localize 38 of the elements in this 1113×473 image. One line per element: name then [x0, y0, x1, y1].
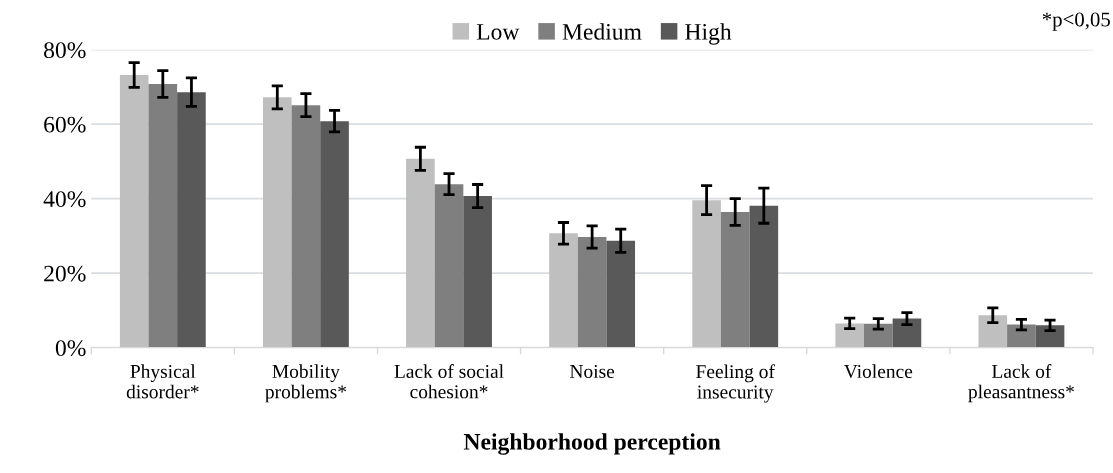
- y-tick-label: 80%: [44, 42, 86, 59]
- bar: [749, 205, 779, 348]
- bar: [406, 158, 435, 348]
- bar: [549, 233, 578, 348]
- bar: [434, 184, 464, 348]
- bar: [720, 212, 750, 348]
- legend-label: Medium: [562, 23, 642, 40]
- x-tick-label: Noise: [569, 364, 615, 379]
- bar: [177, 92, 206, 348]
- y-tick-label: 40%: [43, 191, 86, 208]
- bar: [291, 105, 321, 348]
- x-tick-label: Lack of social cohesion*: [394, 364, 504, 399]
- bar: [119, 74, 149, 348]
- x-tick-label: Mobility problems*: [265, 364, 347, 403]
- bar: [1007, 324, 1036, 348]
- text: *p<0,05: [1042, 12, 1110, 31]
- bar: [463, 196, 492, 348]
- bar: [892, 318, 922, 348]
- legend-label: High: [685, 23, 732, 45]
- y-tick-label: 60%: [44, 116, 86, 133]
- x-tick-label: Feeling of insecurity: [696, 364, 775, 403]
- x-tick-label: Lack of pleasantness*: [968, 364, 1074, 403]
- x-axis-title: Neighborhood perception: [463, 433, 721, 455]
- bar: [320, 121, 349, 348]
- bar: [606, 240, 636, 348]
- bar: [262, 97, 292, 348]
- bar: [864, 323, 893, 348]
- bar: [978, 315, 1008, 348]
- x-tick-label: Physical disorder*: [126, 364, 199, 399]
- y-tick-label: 20%: [44, 265, 86, 282]
- bar: [577, 237, 607, 348]
- legend-label: Low: [476, 24, 520, 40]
- x-tick-label: Violence: [844, 364, 913, 379]
- bar: [692, 200, 721, 348]
- bar: [1035, 325, 1065, 348]
- y-tick-label: 0%: [55, 340, 86, 357]
- bar: [148, 83, 178, 348]
- bar: [835, 323, 865, 348]
